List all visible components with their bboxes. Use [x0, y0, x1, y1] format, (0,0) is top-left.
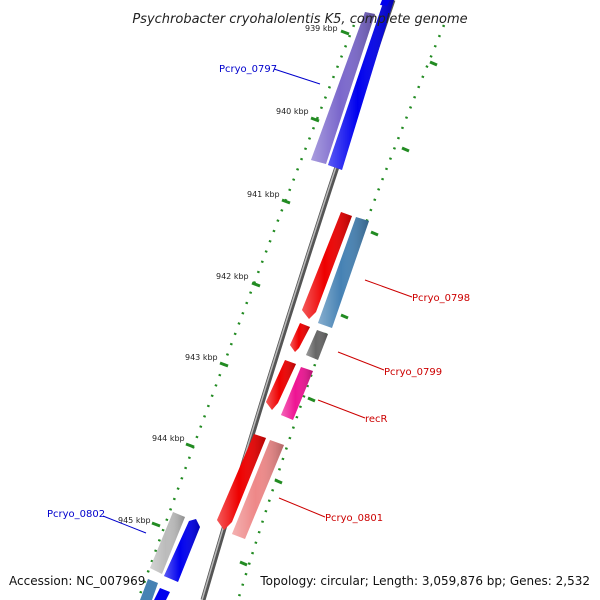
tick-label-945: 945 kbp	[118, 516, 151, 525]
genome-summary: Topology: circular; Length: 3,059,876 bp…	[260, 574, 590, 588]
gene-recr[interactable]	[266, 360, 313, 420]
tick-label-943: 943 kbp	[185, 353, 218, 362]
tick-label-942: 942 kbp	[216, 272, 249, 281]
tick-label-939: 939 kbp	[305, 24, 338, 33]
major-ticks	[151, 29, 350, 528]
gene-label-recr[interactable]: recR	[365, 414, 388, 425]
outer-major-ticks	[239, 60, 438, 567]
feature-bar-shade	[150, 512, 185, 574]
gene-bar-top	[380, 0, 390, 6]
feature-bar-shade	[306, 330, 328, 360]
tick-label-940: 940 kbp	[276, 107, 309, 116]
gene-bar-shade	[302, 212, 352, 319]
tick-labels: 939 kbp 940 kbp 941 kbp 942 kbp 943 kbp …	[118, 24, 338, 525]
gene-pcryo-0802[interactable]	[150, 512, 200, 582]
gene-pcryo-0799[interactable]	[290, 323, 328, 360]
gene-pcryo-0797[interactable]	[311, 0, 394, 170]
gene-bar-shade	[290, 323, 310, 352]
gene-partial-bottom	[140, 579, 170, 600]
gene-pcryo-0801[interactable]	[217, 434, 284, 539]
gene-label-pcryo-0799[interactable]: Pcryo_0799	[384, 367, 442, 378]
gene-label-pcryo-0802[interactable]: Pcryo_0802	[47, 509, 105, 520]
feature-bar-shade	[311, 12, 375, 164]
gene-label-pcryo-0801[interactable]: Pcryo_0801	[325, 513, 383, 524]
feature-bar-shade	[318, 217, 369, 328]
tick-label-941: 941 kbp	[247, 190, 280, 199]
accession-label: Accession: NC_007969	[9, 574, 146, 588]
feature-bar-shade	[232, 440, 284, 539]
gene-bar-shade	[266, 360, 296, 410]
feature-bar-shade	[281, 367, 313, 420]
gene-pcryo-0798[interactable]	[302, 212, 369, 328]
gene-labels: Pcryo_0797 Pcryo_0798 Pcryo_0799 recR Pc…	[47, 64, 470, 524]
gene-bar-shade	[217, 434, 266, 530]
leader-lines	[102, 68, 413, 534]
tick-label-944: 944 kbp	[152, 434, 185, 443]
gene-bar-shade	[164, 519, 200, 582]
gene-label-pcryo-0798[interactable]: Pcryo_0798	[412, 293, 470, 304]
gene-label-pcryo-0797[interactable]: Pcryo_0797	[219, 64, 277, 75]
gene-bar-shade	[328, 0, 394, 170]
map-title: Psychrobacter cryohalolentis K5, complet…	[132, 12, 467, 27]
